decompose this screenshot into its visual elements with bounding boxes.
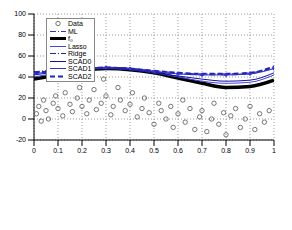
svg-text:0: 0 bbox=[22, 115, 26, 122]
svg-text:0.8: 0.8 bbox=[221, 147, 231, 154]
html-text:SCAD0: SCAD0 bbox=[68, 57, 92, 65]
svg-text:0.6: 0.6 bbox=[173, 147, 183, 154]
svg-text:100: 100 bbox=[14, 10, 26, 17]
html-text:Data: Data bbox=[68, 20, 83, 27]
svg-text:0.2: 0.2 bbox=[77, 147, 87, 154]
html-text:Lasso: Lasso bbox=[68, 42, 87, 50]
svg-text:20: 20 bbox=[18, 94, 26, 101]
svg-text:80: 80 bbox=[18, 31, 26, 38]
svg-text:-20: -20 bbox=[16, 136, 26, 143]
svg-text:0.4: 0.4 bbox=[125, 147, 135, 154]
html-text:SCAD1: SCAD1 bbox=[68, 65, 92, 72]
html-text:f₀: f₀ bbox=[68, 35, 73, 42]
svg-text:0: 0 bbox=[32, 147, 36, 154]
svg-text:0.7: 0.7 bbox=[197, 147, 207, 154]
svg-text:0.1: 0.1 bbox=[53, 147, 63, 154]
svg-text:0.3: 0.3 bbox=[101, 147, 111, 154]
svg-text:40: 40 bbox=[18, 73, 26, 80]
svg-text:60: 60 bbox=[18, 52, 26, 59]
html-text:SCAD2: SCAD2 bbox=[68, 72, 92, 80]
svg-text:1: 1 bbox=[272, 147, 276, 154]
svg-text:0.5: 0.5 bbox=[149, 147, 159, 154]
svg-text:0.9: 0.9 bbox=[245, 147, 255, 154]
html-text:Ridge: Ridge bbox=[68, 50, 87, 57]
html-text:ML: ML bbox=[68, 27, 78, 35]
